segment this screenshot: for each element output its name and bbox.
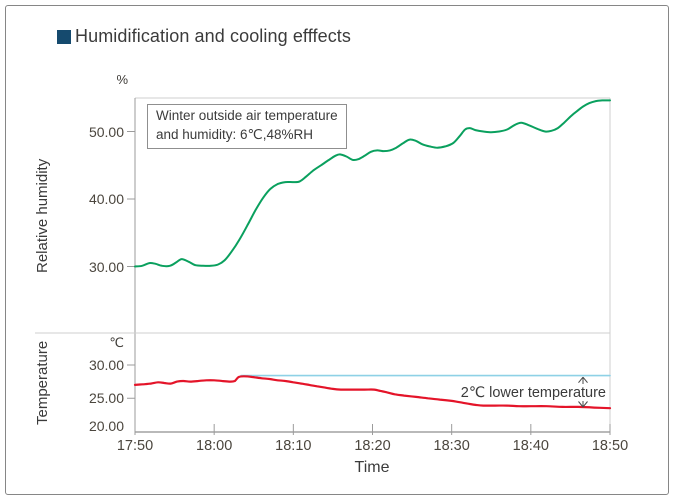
humidity-unit-label: % [116, 72, 128, 87]
time-x-tick-label: 18:30 [433, 438, 470, 454]
temperature-y-tick-label: 25.00 [88, 390, 124, 407]
time-x-tick-label: 18:50 [591, 438, 629, 454]
figure-title: Humidification and cooling efffects [75, 26, 351, 46]
lower-temperature-annotation: 2℃ lower temperature [460, 385, 606, 401]
humidity-y-tick-label: 40.00 [88, 191, 124, 207]
humidity-line [134, 99, 611, 268]
winter-condition-line-2: and humidity: 6℃,48%RH [156, 126, 313, 142]
arrow-up-head-icon [578, 376, 584, 383]
arrow-down-head-icon [578, 401, 584, 408]
temperature-line [133, 375, 612, 410]
winter-condition-line-1: Winter outside air temperature [156, 108, 338, 123]
time-x-tick-label: 17:50 [116, 438, 154, 454]
temperature-axis-title: Temperature [34, 340, 51, 425]
title-accent-square-icon [57, 30, 71, 44]
arrow-up-head-icon [582, 376, 588, 383]
temperature-unit-label: ℃ [109, 335, 124, 350]
winter-condition-annotation: Winter outside air temperature and humid… [147, 104, 347, 149]
time-x-tick-label: 18:20 [354, 438, 391, 454]
time-x-tick-label: 18:40 [512, 438, 549, 454]
humidity-y-tick-label: 30.00 [88, 258, 124, 275]
arrow-down-head-icon [582, 401, 588, 408]
time-x-tick-label: 18:10 [275, 438, 312, 454]
figure-title-row: Humidification and cooling efffects [57, 26, 351, 47]
temperature-y-tick-label: 20.00 [88, 418, 124, 434]
humidity-y-tick-label: 50.00 [88, 123, 124, 140]
humidity-axis-title: Relative humidity [34, 158, 51, 273]
temperature-y-tick-label: 30.00 [88, 357, 124, 373]
figure-border [5, 5, 669, 495]
time-axis-title: Time [354, 459, 390, 476]
time-x-tick-label: 18:00 [196, 438, 233, 454]
